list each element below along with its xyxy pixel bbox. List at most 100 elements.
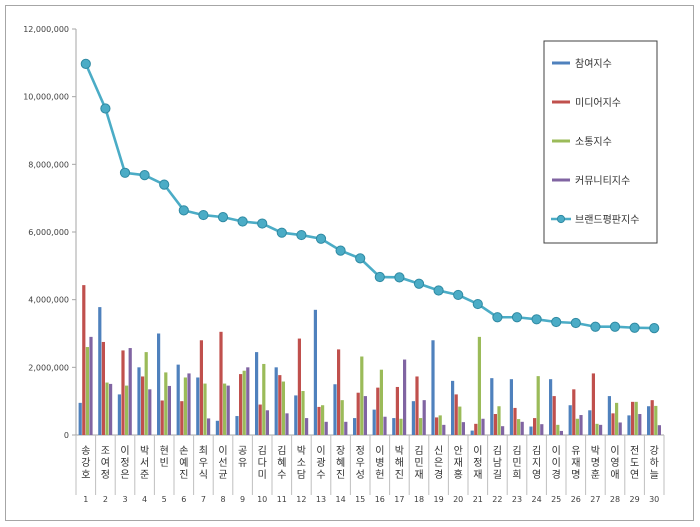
bar-2 — [180, 401, 184, 435]
bar-1 — [568, 405, 572, 435]
legend-label: 커뮤니티지수 — [575, 175, 630, 187]
y-tick-label: 8,000,000 — [28, 160, 69, 169]
bar-2 — [591, 373, 595, 435]
bar-4 — [638, 414, 642, 435]
bar-1 — [647, 406, 651, 435]
bar-3 — [360, 356, 364, 435]
bar-4 — [265, 410, 269, 435]
bar-3 — [438, 415, 442, 435]
rank-label: 12 — [296, 495, 306, 504]
rank-label: 24 — [532, 495, 542, 504]
legend-label: 브랜드평판지수 — [575, 214, 639, 226]
bar-1 — [255, 352, 259, 435]
rank-label: 19 — [434, 495, 444, 504]
bar-4 — [305, 418, 309, 435]
bar-2 — [337, 349, 341, 435]
bar-3 — [497, 406, 501, 435]
bar-2 — [199, 340, 203, 435]
bar-4 — [540, 424, 544, 435]
bar-3 — [262, 363, 266, 435]
chart-frame: 0 2,000,000 4,000,000 6,000,000 8,000,000 10,… — [5, 5, 694, 521]
bar-3 — [615, 402, 619, 435]
rank-label: 3 — [122, 495, 127, 504]
bar-1 — [627, 415, 631, 435]
bar-3 — [458, 406, 462, 435]
brand-index-point — [374, 271, 385, 283]
brand-index-point — [394, 272, 405, 283]
brand-index-point — [570, 317, 581, 329]
rank-label: 29 — [630, 495, 640, 504]
legend-label: 미디어지수 — [575, 97, 621, 109]
bar-2 — [513, 407, 517, 435]
bar-4 — [148, 389, 152, 435]
bar-4 — [187, 373, 191, 435]
rank-label: 9 — [240, 495, 245, 504]
bar-3 — [223, 383, 227, 435]
brand-index-point — [413, 278, 425, 289]
bar-2 — [297, 338, 301, 435]
rank-label: 16 — [375, 495, 385, 504]
bar-4 — [520, 421, 524, 435]
bar-2 — [82, 285, 86, 435]
bar-1 — [353, 418, 357, 435]
rank-label: 28 — [610, 495, 620, 504]
bar-4 — [363, 396, 367, 435]
bar-3 — [183, 377, 187, 435]
brand-index-point — [453, 289, 464, 301]
bar-3 — [85, 347, 89, 435]
brand-index-point — [178, 205, 189, 216]
brand-index-point — [198, 209, 209, 221]
bar-1 — [235, 416, 239, 435]
rank-label: 6 — [181, 495, 186, 504]
bar-1 — [274, 367, 278, 435]
bar-2 — [631, 401, 635, 435]
bar-2 — [493, 414, 497, 435]
rank-label: 27 — [590, 495, 600, 504]
brand-index-point — [355, 253, 366, 264]
bar-2 — [258, 404, 262, 435]
bar-3 — [281, 381, 285, 435]
brand-index-point — [139, 170, 150, 181]
rank-label: 30 — [649, 495, 659, 504]
y-tick-label: 10,000,000 — [23, 93, 69, 102]
brand-index-point — [511, 312, 523, 323]
bar-2 — [435, 417, 439, 435]
bar-2 — [101, 341, 105, 435]
bar-4 — [442, 424, 446, 435]
bar-4 — [481, 418, 485, 435]
rank-label: 25 — [551, 495, 561, 504]
bar-1 — [196, 377, 200, 435]
bar-1 — [470, 430, 474, 435]
bar-1 — [157, 333, 161, 435]
legend-swatch — [552, 139, 570, 143]
bar-2 — [278, 375, 282, 435]
brand-index-point — [531, 314, 542, 325]
bar-1 — [313, 309, 317, 435]
bar-4 — [324, 421, 328, 435]
bar-4 — [246, 367, 250, 435]
bar-2 — [356, 392, 360, 435]
bar-1 — [294, 395, 298, 435]
brand-index-point — [276, 227, 287, 238]
bar-1 — [98, 307, 102, 435]
rank-label: 7 — [201, 495, 206, 504]
bar-4 — [226, 385, 230, 435]
rank-label: 13 — [316, 495, 326, 504]
bar-3 — [556, 424, 560, 435]
bar-4 — [167, 385, 171, 435]
bar-3 — [575, 418, 579, 435]
bar-1 — [411, 401, 415, 435]
